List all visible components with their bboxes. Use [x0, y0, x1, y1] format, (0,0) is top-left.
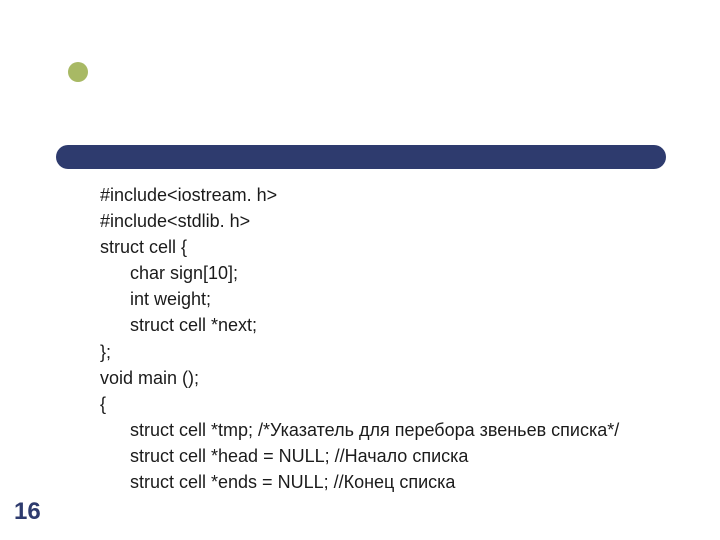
code-line: #include<stdlib. h>	[100, 211, 250, 231]
code-line: struct cell *tmp; /*Указатель для перебо…	[100, 417, 619, 443]
code-line: #include<iostream. h>	[100, 185, 277, 205]
code-line: struct cell *next;	[100, 312, 257, 338]
code-block: #include<iostream. h> #include<stdlib. h…	[100, 182, 619, 495]
bullet-dot	[68, 62, 88, 82]
code-line: struct cell *ends = NULL; //Конец списка	[100, 469, 455, 495]
code-line: char sign[10];	[100, 260, 238, 286]
code-line: void main ();	[100, 368, 199, 388]
code-line: {	[100, 394, 106, 414]
slide-number: 16	[14, 498, 41, 526]
code-line: struct cell {	[100, 237, 187, 257]
code-line: struct cell *head = NULL; //Начало списк…	[100, 443, 468, 469]
slide: #include<iostream. h> #include<stdlib. h…	[0, 0, 720, 540]
code-line: };	[100, 342, 111, 362]
code-line: int weight;	[100, 286, 211, 312]
title-bar	[56, 145, 666, 169]
